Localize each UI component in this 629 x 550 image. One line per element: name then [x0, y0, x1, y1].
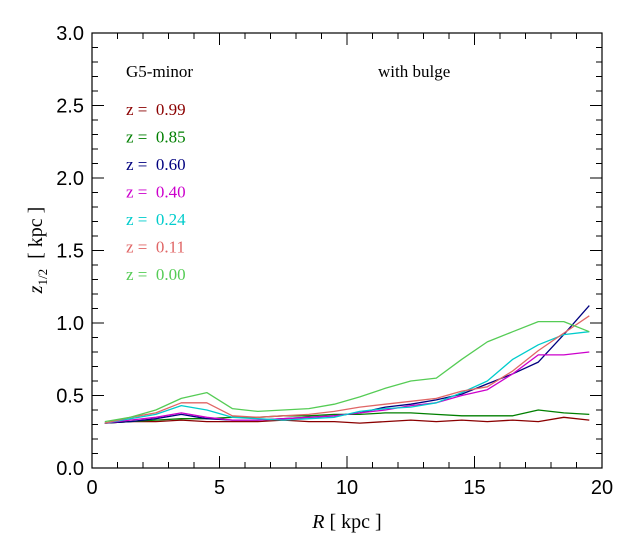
x-tick-label: 20: [591, 477, 613, 499]
legend-entry-5: z = 0.11: [126, 238, 185, 257]
legend-entry-4: z = 0.24: [126, 210, 186, 229]
y-axis-symbol: z: [25, 285, 47, 294]
series-line-4: [104, 331, 590, 424]
y-tick-label: 2.5: [56, 96, 84, 118]
legend-entry-1: z = 0.85: [126, 128, 186, 147]
y-tick-label: 1.5: [56, 241, 84, 263]
y-tick-label: 2.0: [56, 168, 84, 190]
y-axis-label: z1/2 [ kpc ]: [25, 207, 50, 295]
legend: z = 0.99 z = 0.85 z = 0.60 z = 0.40 z = 0.24…: [126, 100, 186, 284]
series-line-3: [104, 351, 590, 424]
x-tick-label: 0: [86, 477, 97, 499]
y-tick-label: 0.5: [56, 386, 84, 408]
y-axis-subscript: 1/2: [35, 269, 50, 286]
legend-entry-3: z = 0.40: [126, 183, 186, 202]
annotation-model: G5-minor: [126, 62, 193, 81]
y-tick-label: 0.0: [56, 458, 84, 480]
x-tick-label: 10: [336, 477, 358, 499]
series-line-6: [104, 320, 590, 423]
axis-ticks: [91, 32, 603, 469]
y-tick-label: 1.0: [56, 313, 84, 335]
x-tick-label: 15: [463, 477, 485, 499]
series-line-0: [104, 416, 590, 424]
series-line-5: [104, 315, 590, 424]
y-tick-label: 3.0: [56, 23, 84, 45]
x-axis-symbol: R: [311, 511, 324, 533]
tick-labels: 0 5 10 15 20 0.0 0.5 1.0 1.5 2.0 2.5 3.0: [56, 23, 613, 499]
annotation-variant: with bulge: [378, 62, 450, 81]
legend-entry-2: z = 0.60: [126, 155, 186, 174]
legend-entry-6: z = 0.00: [126, 265, 186, 284]
x-axis-unit: [ kpc ]: [325, 511, 382, 533]
legend-entry-0: z = 0.99: [126, 100, 186, 119]
x-tick-label: 5: [214, 477, 225, 499]
series-line-1: [104, 409, 590, 424]
series-lines: [104, 305, 590, 424]
y-axis-unit: [ kpc ]: [25, 207, 47, 269]
series-line-2: [104, 305, 590, 424]
x-axis-label: R [ kpc ]: [311, 511, 381, 533]
